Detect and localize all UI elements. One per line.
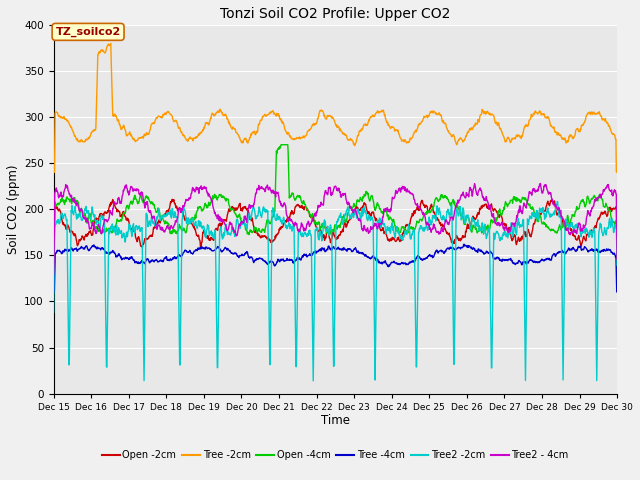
Legend: Open -2cm, Tree -2cm, Open -4cm, Tree -4cm, Tree2 -2cm, Tree2 - 4cm: Open -2cm, Tree -2cm, Open -4cm, Tree -4…	[98, 446, 573, 464]
X-axis label: Time: Time	[321, 414, 350, 427]
Title: Tonzi Soil CO2 Profile: Upper CO2: Tonzi Soil CO2 Profile: Upper CO2	[220, 7, 451, 21]
Text: TZ_soilco2: TZ_soilco2	[56, 27, 121, 37]
Y-axis label: Soil CO2 (ppm): Soil CO2 (ppm)	[7, 165, 20, 254]
